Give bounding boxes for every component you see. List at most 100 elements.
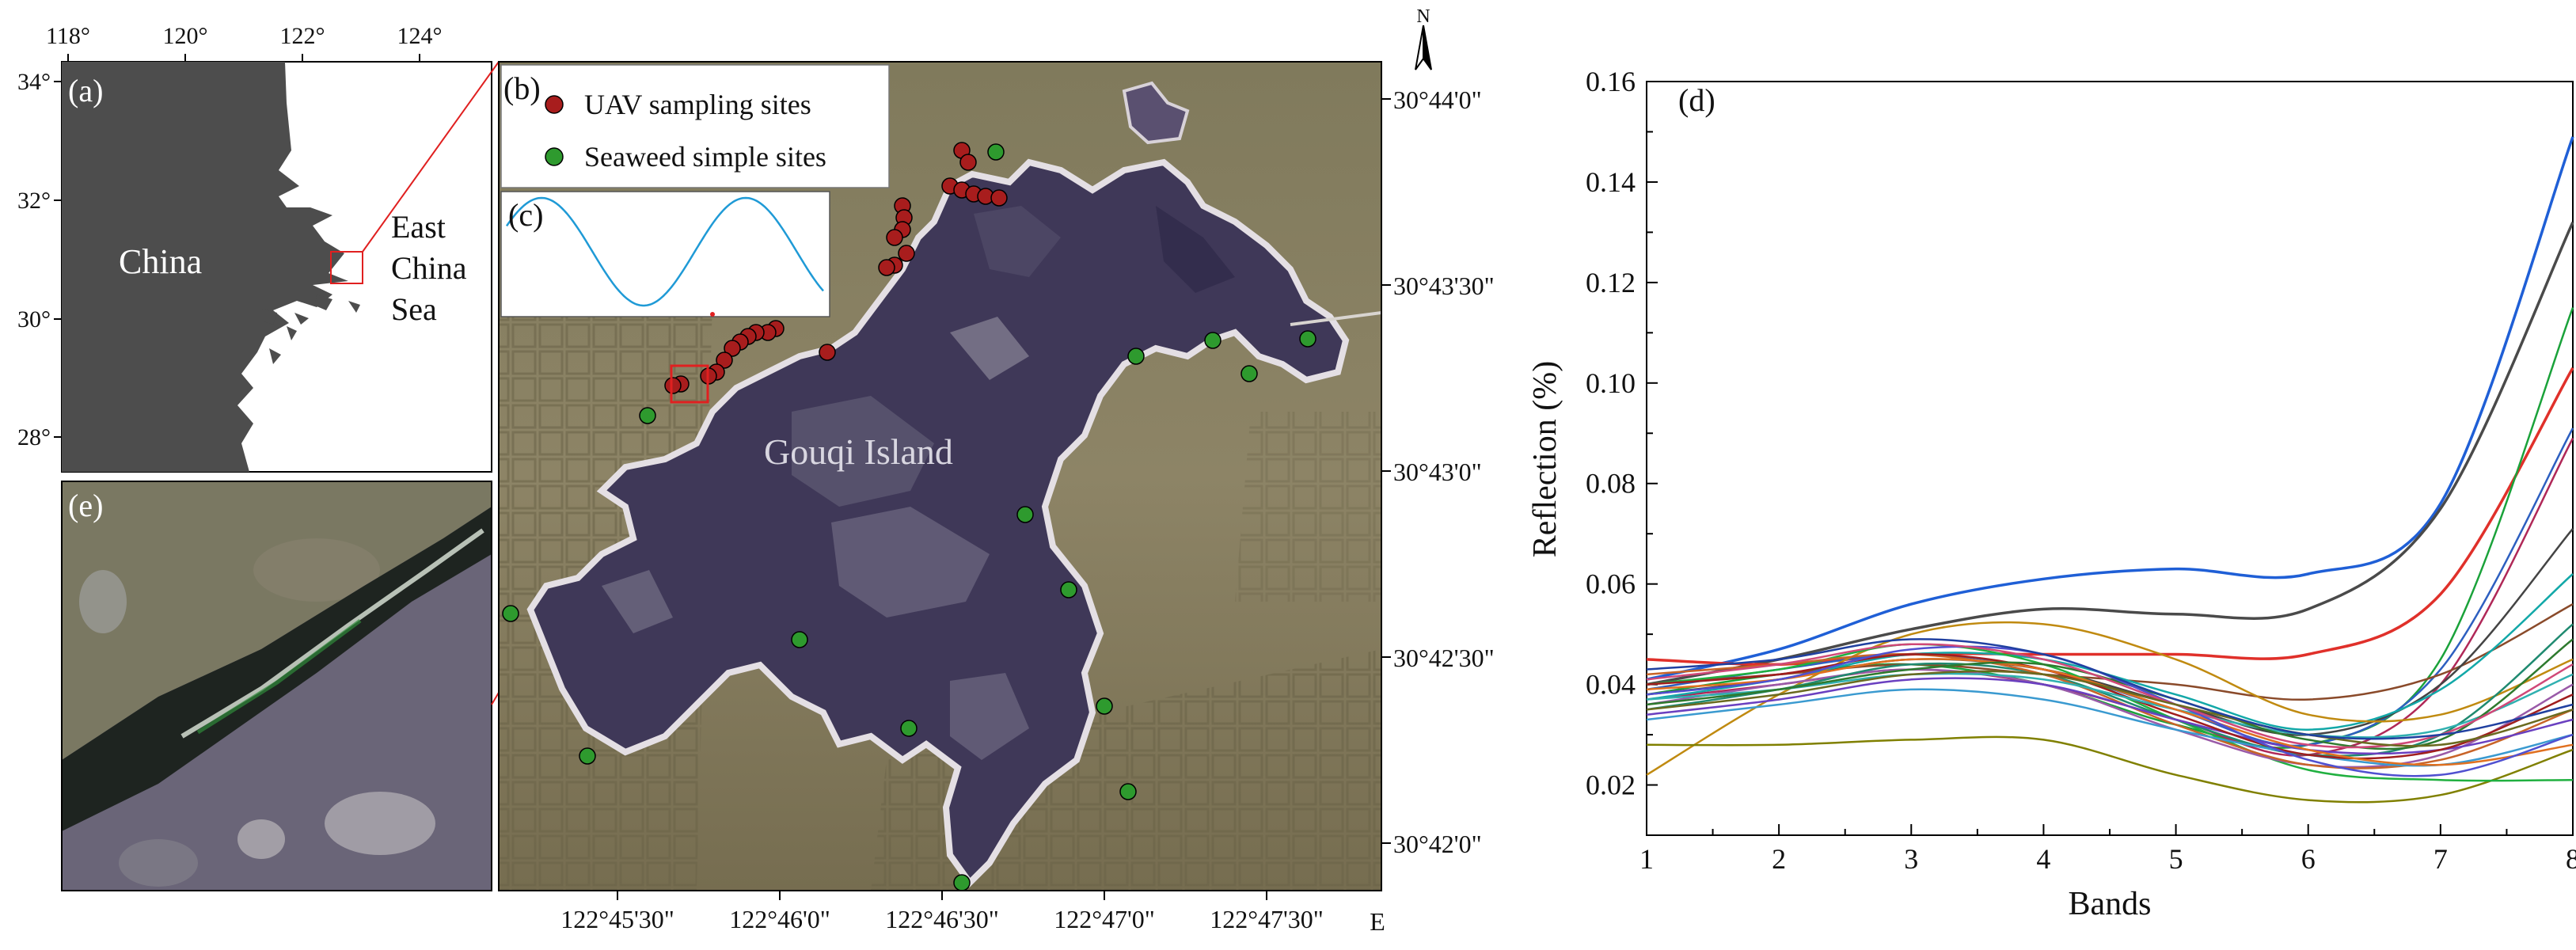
lon-tick-45-30: 122°45'30" [560,905,674,933]
series-line-2 [1646,221,2574,686]
gouqi-island [526,158,1350,888]
lon-tick-124: 124° [397,23,443,49]
x-tick-label-5: 5 [2169,843,2183,875]
uav-site-21 [716,352,733,369]
lat-tick-44: 30°44'0" [1393,86,1482,114]
x-tick-label-8: 8 [2566,843,2576,875]
panel-a-lon-ticks: 118° 120° 122° 124° [46,23,443,62]
series-line-1 [1646,136,2574,682]
uav-site-20 [724,340,741,357]
seaweed-site-6 [639,407,656,424]
series-line-15 [1646,652,2574,770]
east-label: E [1370,907,1385,936]
flight-wave-line [505,196,824,307]
seaweed-site-10 [502,605,519,622]
y-tick-label: 0.10 [1586,367,1636,399]
seaweed-site-3 [1204,332,1222,349]
y-tick-label: 0.14 [1586,166,1636,198]
panel-b-label: (b) [503,70,541,106]
series-line-18 [1646,653,2574,760]
east-china-sea-label-3: Sea [391,291,437,327]
panel-e-label: (e) [68,488,103,523]
series-line-11 [1646,735,2574,804]
x-tick-label-3: 3 [1904,843,1918,875]
seaweed-site-8 [1060,581,1077,598]
y-tick-label: 0.08 [1586,468,1636,500]
east-china-sea-label-1: East [391,209,446,245]
seaweed-site-9 [791,631,808,648]
x-tick-label-2: 2 [1772,843,1786,875]
uav-site-14 [878,259,895,276]
lat-tick-43: 30°43'0" [1393,458,1482,486]
seaweed-site-2 [1127,348,1145,365]
seaweed-site-7 [1016,506,1034,523]
uav-site-12 [898,245,915,262]
seaweed-site-13 [579,747,596,765]
lon-tick-120: 120° [163,23,208,49]
legend-uav-marker [545,95,564,114]
panel-b-lat-ticks: 30°44'0" 30°43'30" 30°43'0" 30°42'30" 30… [1381,86,1495,858]
uav-site-11 [886,229,903,246]
x-tick-label-1: 1 [1639,843,1654,875]
panel-a-lat-ticks: 34° 32° 30° 28° [17,69,62,450]
legend: (b) UAV sampling sites Seaweed simple si… [500,64,890,188]
chart-xlabel: Bands [2069,886,2152,922]
lat-tick-32: 32° [17,188,51,214]
china-mainland [62,62,348,472]
lon-tick-122: 122° [280,23,325,49]
lat-tick-34: 34° [17,69,51,95]
chart-series [1646,136,2574,804]
seaweed-site-12 [900,720,918,737]
uav-area-box [670,364,709,404]
seaweed-site-11 [1096,697,1113,715]
panel-b-lon-ticks: 122°45'30" 122°46'0" 122°46'30" 122°47'0… [560,891,1385,936]
x-tick-label-4: 4 [2036,843,2050,875]
lon-tick-47: 122°47'0" [1054,905,1155,933]
panel-b-map: (c) (b) UAV sampling sites Seaweed simpl… [498,6,1495,936]
uav-sampling-sites [664,142,1008,394]
series-line-24 [1646,670,2574,747]
study-area-box [330,251,363,284]
lat-tick-28: 28° [17,424,51,450]
lat-tick-42-30: 30°42'30" [1393,644,1495,672]
y-tick-label: 0.04 [1586,669,1636,701]
panel-d-label: (d) [1678,82,1715,118]
east-china-sea-label-2: China [391,250,467,286]
lon-tick-46-30: 122°46'30" [885,905,999,933]
island-label: Gouqi Island [764,431,953,472]
series-line-13 [1646,668,2574,769]
north-label: N [1416,6,1430,27]
chart-axes: 1 2 3 4 5 6 7 8 0.02 0.04 0.06 0.08 0.10 0.12 0.14 0.16 [1586,66,2576,875]
seaweed-site-15 [953,874,971,891]
seaweed-site-5 [1299,330,1316,348]
seaweed-site-14 [1119,783,1137,800]
uav-site-25 [664,377,682,394]
panel-a-label: (a) [68,73,103,108]
chart-ylabel: Reflection (%) [1527,361,1563,557]
series-line-25 [1646,638,2574,740]
china-label: China [119,242,202,281]
series-line-16 [1646,677,2574,755]
lat-tick-30: 30° [17,306,51,332]
y-tick-label: 0.02 [1586,770,1636,801]
seaweed-site-1 [987,143,1005,161]
seaweed-site-4 [1241,365,1258,382]
uav-site-2 [959,154,977,171]
panel-d-chart: 1 2 3 4 5 6 7 8 0.02 0.04 0.06 0.08 0.10 0.12 0.14 0.16… [1527,66,2576,922]
legend-seaweed-marker [545,147,564,166]
panel-c-inset: (c) [500,191,830,317]
x-tick-label-7: 7 [2434,843,2448,875]
zoom-line-top [362,61,500,253]
panel-e-uav-image: (e) [61,481,492,891]
lat-tick-43-30: 30°43'30" [1393,272,1495,300]
y-tick-label: 0.06 [1586,568,1636,600]
lon-tick-118: 118° [46,23,90,49]
panel-c-label: (c) [508,197,543,233]
lat-tick-42: 30°42'0" [1393,830,1482,858]
panel-a-map: (a) China East China Sea 118° 120° 122° … [17,23,492,473]
series-line-22 [1646,645,2574,777]
y-tick-label: 0.16 [1586,66,1636,97]
lon-tick-47-30: 122°47'30" [1210,905,1324,933]
series-line-23 [1646,643,2574,749]
